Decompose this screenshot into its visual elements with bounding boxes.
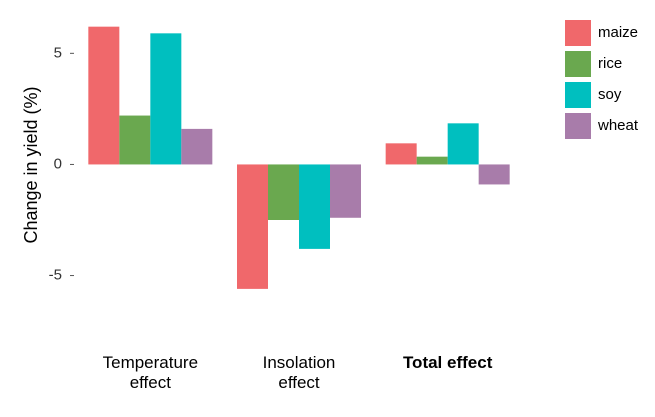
bar	[237, 164, 268, 289]
legend-swatch	[565, 82, 591, 108]
bar	[478, 164, 510, 185]
bar	[268, 164, 299, 220]
y-axis-label: Change in yield (%)	[21, 86, 41, 243]
y-tick-label: -5	[49, 267, 62, 284]
bar	[88, 26, 120, 165]
x-tick-label: Total effect	[402, 353, 493, 372]
bar	[119, 115, 151, 165]
x-tick-label: Insolation effect	[262, 353, 336, 392]
x-tick-label: Temperature effect	[102, 353, 199, 392]
legend-swatch	[565, 20, 591, 46]
legend-label: rice	[598, 55, 622, 72]
bar	[416, 156, 448, 165]
legend-label: soy	[598, 86, 622, 103]
bar	[385, 143, 417, 165]
legend-label: maize	[598, 24, 638, 41]
bar	[447, 123, 479, 165]
bar	[181, 128, 213, 165]
legend-swatch	[565, 51, 591, 77]
legend-label: wheat	[597, 117, 639, 134]
y-tick-label: 0	[54, 155, 62, 172]
bar	[150, 33, 182, 165]
bar	[330, 164, 361, 218]
legend-swatch	[565, 113, 591, 139]
y-tick-label: 5	[54, 44, 62, 61]
bar	[299, 164, 330, 249]
